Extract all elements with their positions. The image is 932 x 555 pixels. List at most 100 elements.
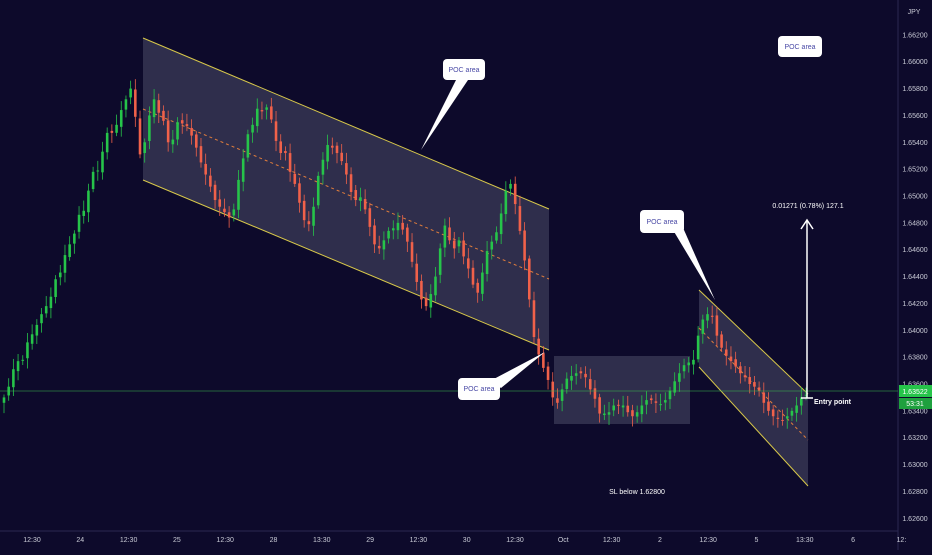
candle-up [143,142,146,154]
candle-down [424,297,428,307]
candle-down [302,200,306,221]
poc-label-bottom: POC area [463,386,494,393]
candle-up [82,210,86,216]
candle-up [119,110,123,127]
time-tick-label: 6 [851,537,855,544]
channel-1-lower-line [142,179,550,351]
candle-down [762,392,766,403]
candle-down [204,163,207,175]
candle-down [649,398,653,401]
candle-down [476,282,479,293]
candle-down [537,338,540,355]
time-tick-label: 30 [463,537,471,544]
candle-down [227,212,231,218]
candle-down [542,353,545,368]
price-tick-label: 1.64400 [902,274,927,281]
candle-up [678,373,681,382]
price-tick-label: 1.64000 [902,328,927,335]
candle-up [481,272,484,294]
candle-up [635,412,639,417]
candle-up [706,314,709,321]
candle-up [668,390,672,400]
poc-callout-bottom-pointer [490,352,545,388]
price-tick-label: 1.63400 [902,408,927,415]
candle-down [410,242,414,262]
time-tick-label: 12:30 [410,537,428,544]
time-tick-label: Oct [558,537,569,544]
candle-up [659,404,662,406]
candle-up [176,122,179,140]
candle-up [312,206,315,226]
candle-down [363,199,367,210]
candle-down [373,225,376,245]
poc-callout-right-top-box [778,36,822,57]
candle-up [800,397,803,406]
candle-up [26,342,29,359]
time-tick-label: 12:30 [603,537,621,544]
candle-up [570,375,573,381]
candle-up [91,171,95,190]
candle-down [584,373,587,378]
candle-up [232,209,236,216]
candle-down [527,258,531,300]
descending-channel-1 [143,38,549,350]
candle-down [401,222,404,230]
candle-up [115,124,118,133]
poc-label-top: POC area [448,67,479,74]
candle-down [739,366,742,374]
candle-up [87,190,90,213]
poc-callout-middle-pointer [673,230,715,300]
price-tick-label: 1.65200 [902,167,927,174]
time-tick-label: 5 [755,537,759,544]
candle-down [180,120,184,124]
candle-down [218,199,222,207]
candle-up [621,405,625,408]
candle-down [767,401,770,411]
price-tick-label: 1.63200 [902,435,927,442]
candle-up [804,394,808,396]
price-tick-label: 1.62800 [902,489,927,496]
candle-up [443,225,447,248]
candle-down [166,120,170,143]
poc-callout-middle-box [640,210,684,233]
channel-1-midline [142,108,550,280]
time-tick-label: 12:30 [23,537,41,544]
time-tick-label: 28 [270,537,278,544]
time-tick-label: 13:30 [796,537,814,544]
candle-up [664,400,667,403]
candle-up [63,255,67,273]
candle-up [490,241,494,250]
candle-down [720,334,723,348]
candle-up [171,139,175,145]
time-tick-label: 24 [76,537,84,544]
poc-label-middle: POC area [646,219,677,226]
candle-down [734,359,737,367]
candle-down [631,410,634,417]
time-tick-label: 29 [366,537,374,544]
candle-up [251,124,254,133]
poc-callout-bottom-box [458,378,500,400]
price-tick-label: 1.64600 [902,247,927,254]
poc-label-right-top: POC area [784,44,815,51]
candle-down [307,221,311,225]
measure-arrow-head [800,218,814,230]
candle-down [448,227,451,241]
price-axis-panel [898,0,932,550]
candle-down [213,184,217,201]
price-tick-label: 1.65000 [902,194,927,201]
candle-up [391,228,395,231]
candle-up [321,159,325,175]
candle-down [331,145,334,148]
candle-down [354,190,358,201]
candle-down [776,417,780,419]
time-tick-label: 12:30 [216,537,234,544]
candle-up [696,335,700,360]
candle-down [195,134,198,148]
candle-up [640,405,644,415]
candle-up [382,240,386,250]
descending-channel-2 [699,290,808,486]
time-tick-label: 13:30 [313,537,331,544]
candle-up [265,107,268,110]
current-price-badge-label: 1.63522 [902,389,927,396]
stop-loss-label: SL below 1.62800 [609,489,665,496]
